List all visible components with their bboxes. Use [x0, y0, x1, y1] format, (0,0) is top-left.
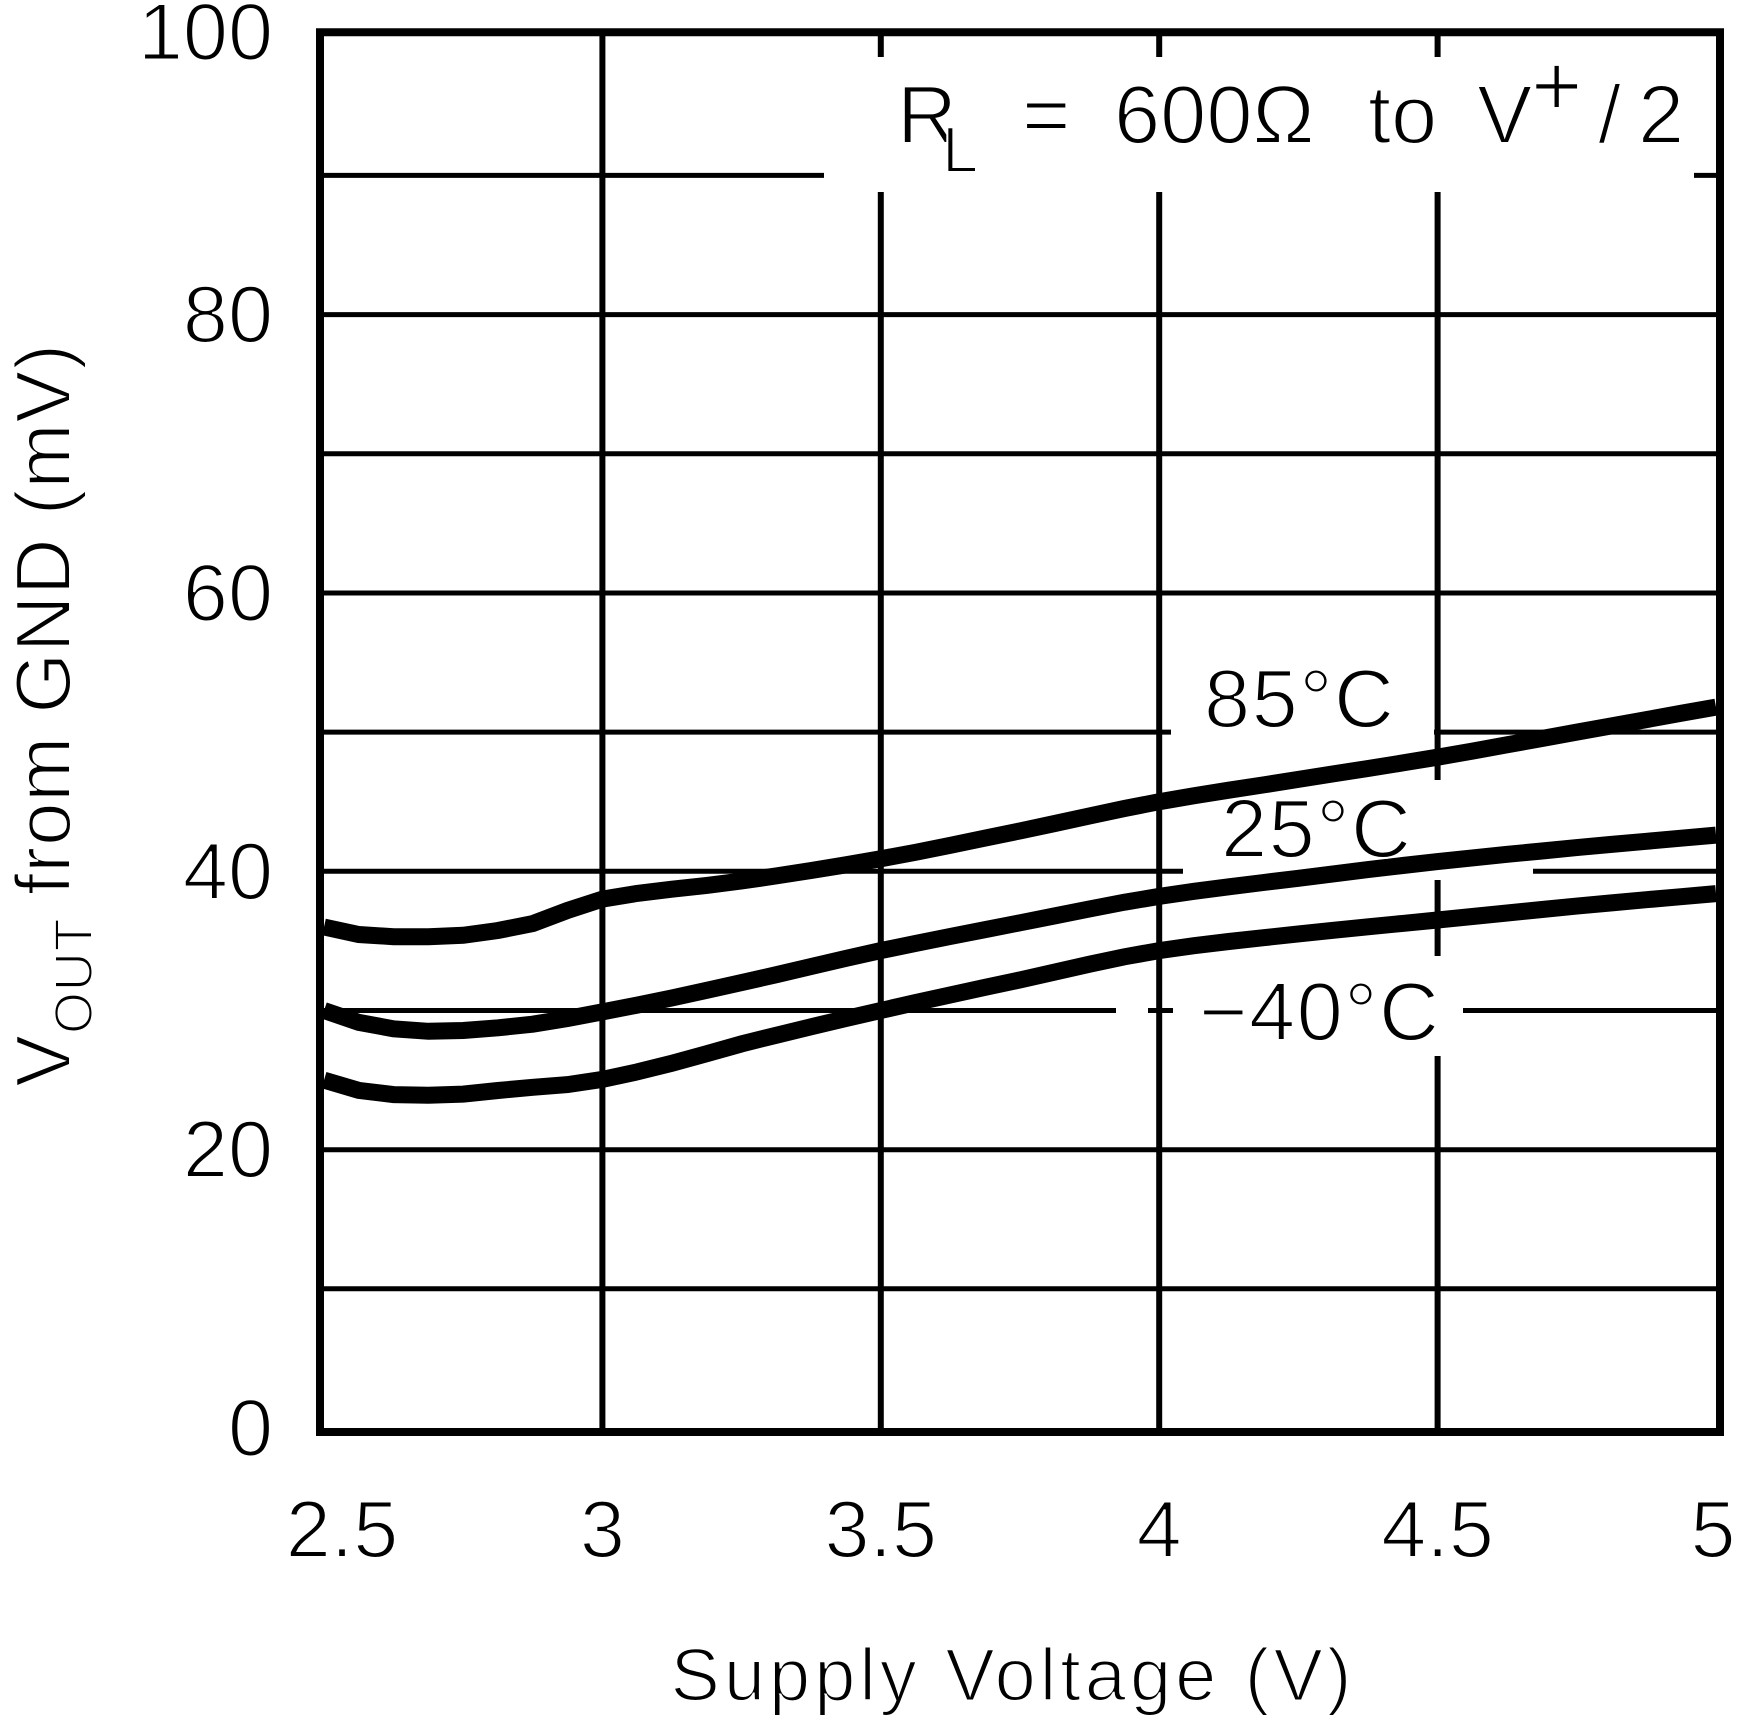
- svg-text:3: 3: [580, 1485, 625, 1575]
- svg-text:600Ω: 600Ω: [1114, 68, 1315, 161]
- svg-text:4.5: 4.5: [1381, 1485, 1494, 1575]
- svg-text:20: 20: [183, 1105, 273, 1195]
- svg-text:5: 5: [1690, 1485, 1735, 1575]
- svg-text:L: L: [942, 113, 978, 186]
- svg-text:25°C: 25°C: [1221, 782, 1412, 875]
- svg-text:2.5: 2.5: [286, 1485, 399, 1575]
- svg-text:R: R: [897, 68, 957, 161]
- svg-text:2: 2: [1638, 68, 1684, 161]
- svg-text:V: V: [1477, 68, 1532, 161]
- svg-text:40: 40: [183, 827, 273, 917]
- svg-text:80: 80: [183, 270, 273, 360]
- svg-text:4: 4: [1137, 1485, 1182, 1575]
- svg-text:/: /: [1598, 68, 1622, 161]
- svg-text:=: =: [1022, 68, 1070, 161]
- svg-text:to: to: [1368, 68, 1437, 161]
- svg-text:60: 60: [183, 549, 273, 639]
- svg-text:+: +: [1531, 36, 1582, 135]
- svg-text:−40°C: −40°C: [1199, 965, 1440, 1058]
- svg-text:3.5: 3.5: [824, 1485, 937, 1575]
- svg-text:Supply Voltage (V): Supply Voltage (V): [671, 1634, 1356, 1717]
- svg-text:0: 0: [228, 1384, 273, 1474]
- svg-text:85°C: 85°C: [1204, 652, 1395, 745]
- svg-text:100: 100: [138, 0, 273, 78]
